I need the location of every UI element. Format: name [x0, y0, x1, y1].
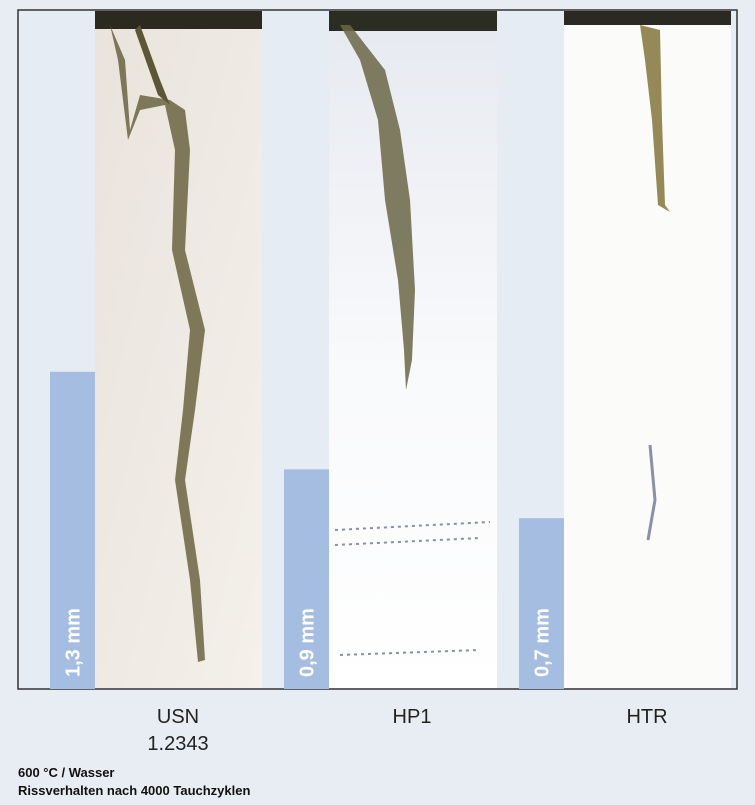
category-label: HTR: [567, 704, 727, 731]
value-label: 1,3 mm: [63, 608, 85, 677]
value-label: 0,7 mm: [532, 608, 554, 677]
page: {"chart_data": {"type": "bar", "categori…: [0, 0, 755, 805]
chart: 1,3 mm 0,9 mm 0,7 mm: [0, 0, 755, 805]
category-label: USN 1.2343: [98, 704, 258, 758]
note: 600 °C / Wasser: [18, 765, 115, 780]
note: Rissverhalten nach 4000 Tauchzyklen: [18, 783, 250, 798]
micrographs: [95, 11, 731, 688]
category-label: HP1: [332, 704, 492, 731]
value-label: 0,9 mm: [297, 608, 319, 677]
